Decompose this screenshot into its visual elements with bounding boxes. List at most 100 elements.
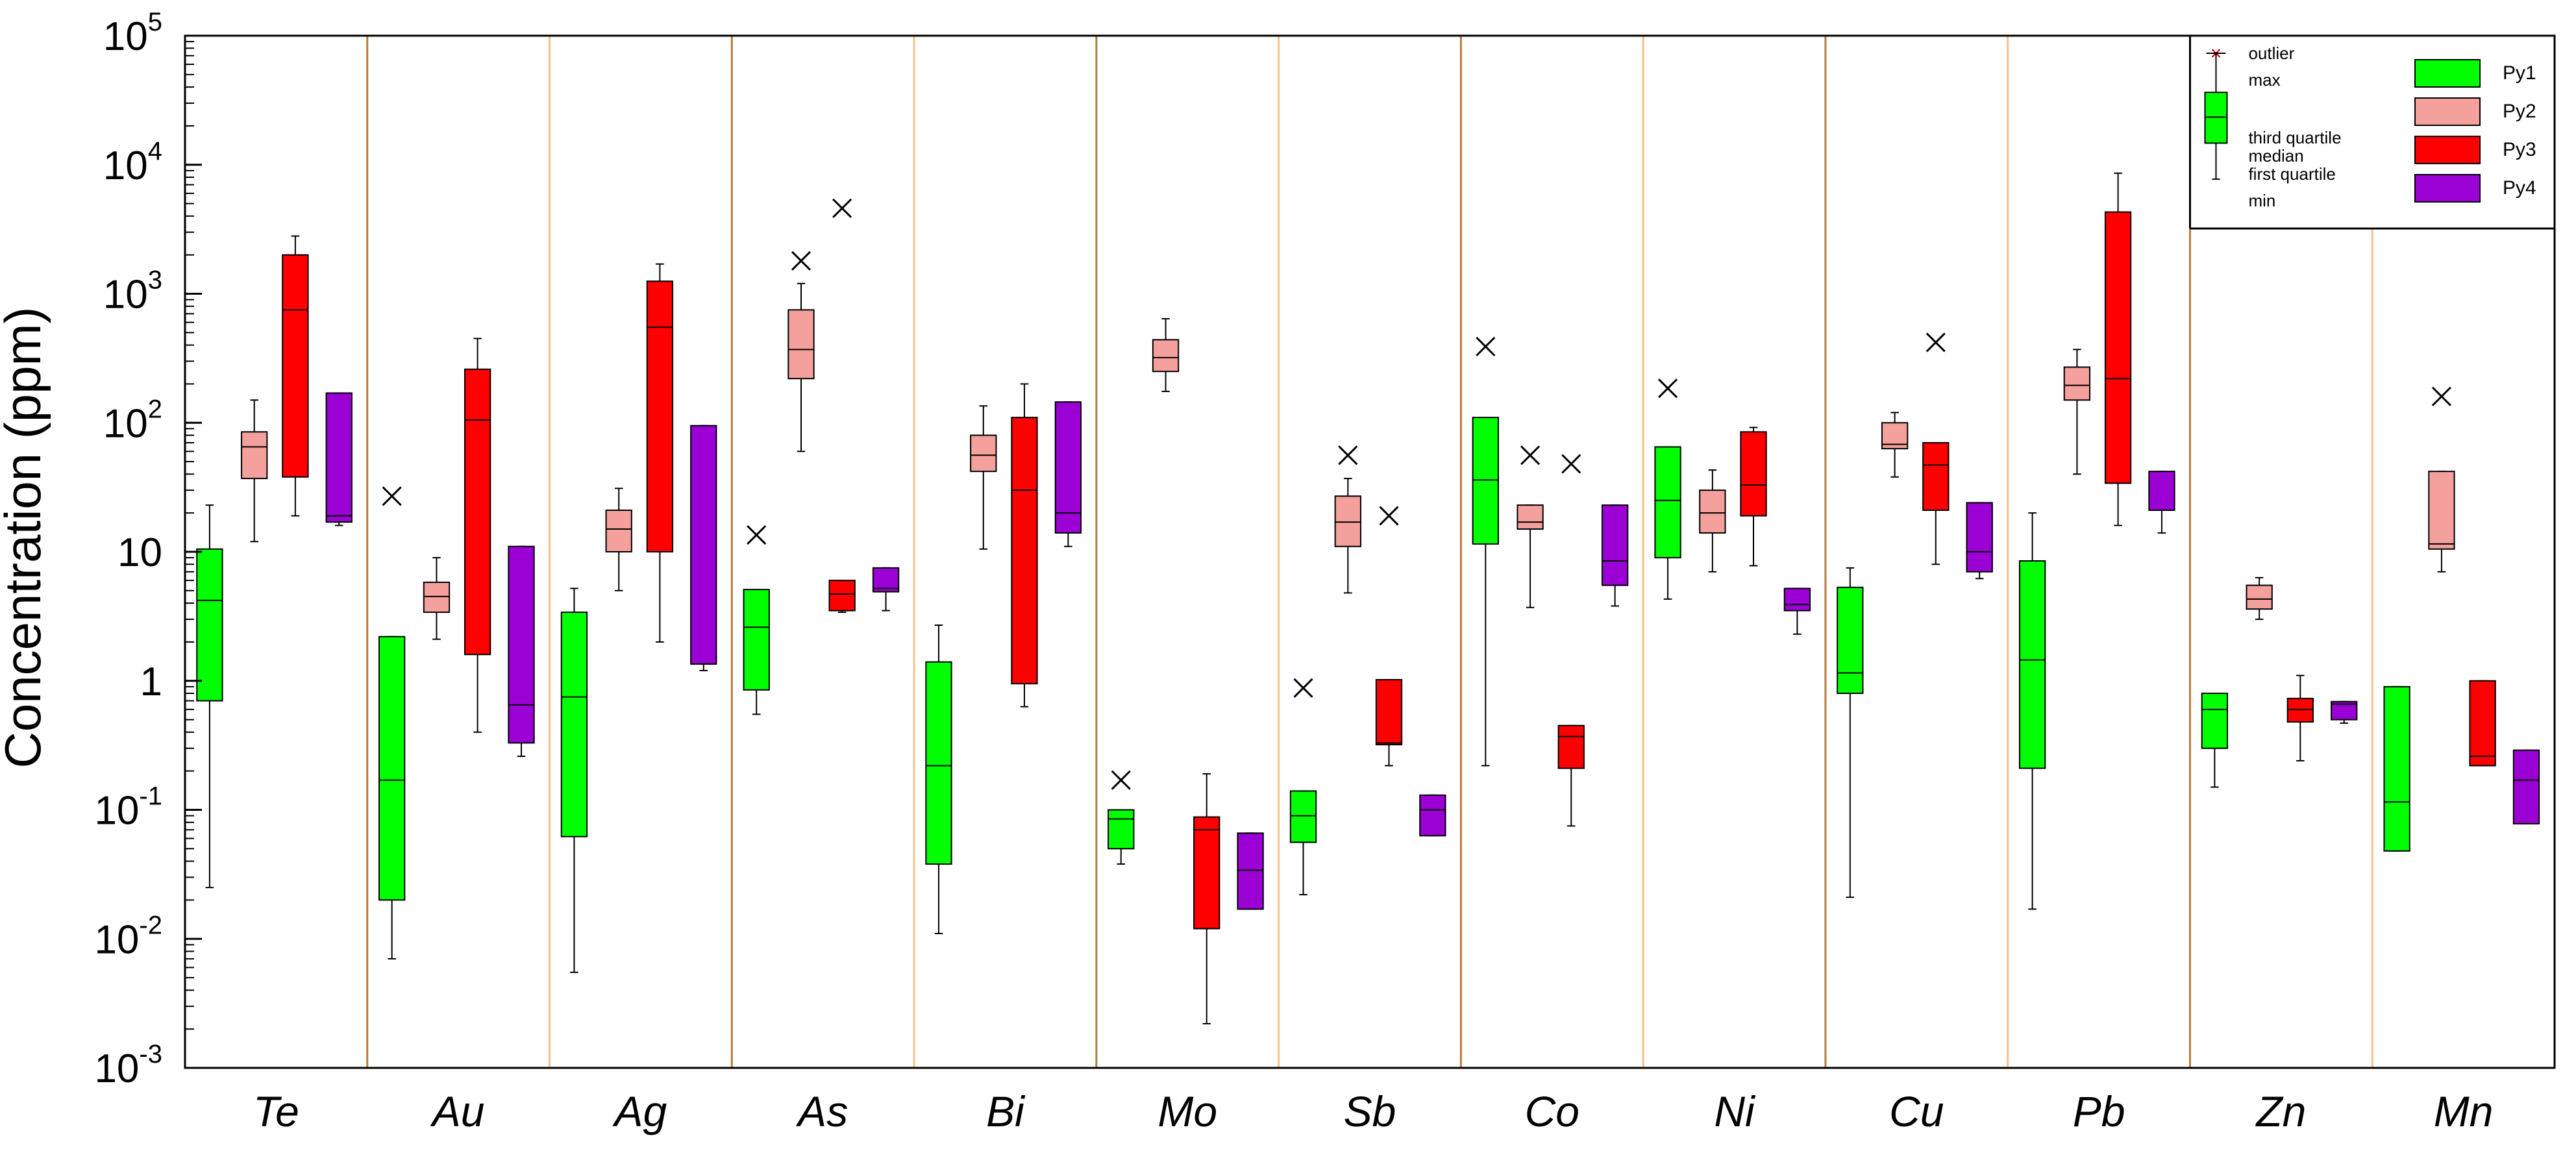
box-Sb-Py2 [1334,445,1361,594]
box-Sb-Py3 [1375,506,1403,767]
box-body [925,661,952,865]
outlier-stroke [791,251,811,271]
box-body [1740,431,1767,517]
outlier-stroke [747,525,767,545]
category-label: Cu [1889,1087,1944,1135]
box-Zn-Py2 [2246,576,2273,620]
box-body [1472,417,1499,545]
box-Au-Py4 [508,545,535,758]
box-body [1152,339,1180,373]
y-axis-label: Concentration (ppm) [0,307,51,769]
y-tick-label: 10 [118,530,162,575]
box-Mn-Py1 [2383,686,2410,852]
box-Mn-Py2 [2428,386,2455,573]
outlier-marker [1293,678,1313,698]
box-body [1966,502,1993,573]
box-body [560,612,588,837]
box-Co-Py1 [1472,336,1499,767]
box-Bi-Py4 [1054,401,1082,547]
box-body [1837,586,1864,695]
box-body [2512,749,2540,824]
y-tick-label: 1 [140,660,162,704]
legend-label-first-quartile: first quartile [2248,164,2335,184]
box-body [1193,816,1220,930]
box-body [1557,724,1585,769]
outlier-marker [1379,506,1399,526]
outlier-marker [832,198,852,218]
box-body [423,582,451,613]
box-Ni-Py4 [1783,587,1811,635]
box-Cu-Py2 [1881,412,1909,478]
box-Sb-Py1 [1289,678,1317,896]
box-Pb-Py3 [2104,172,2132,526]
category-label: Pb [2073,1087,2125,1135]
box-body [646,280,674,552]
box-Ag-Py3 [646,263,674,643]
box-body [2148,471,2175,511]
y-tick-label: 104 [103,137,162,188]
box-body [1783,587,1811,612]
legend-example-box [2204,49,2228,180]
category-label: Te [253,1087,299,1135]
legend-swatch-Py1 [2414,59,2481,88]
box-body [1375,679,1403,746]
box-Ag-Py4 [690,425,717,672]
legend-label-median: median [2248,146,2303,166]
box-body [1108,809,1135,850]
outlier-stroke [1657,378,1678,399]
y-tick-label: 10-2 [94,911,162,962]
box-Co-Py4 [1601,504,1629,607]
outlier-stroke [2431,386,2451,406]
boxes-layer [196,172,2540,1024]
box-Mo-Py1 [1108,770,1135,865]
outlier-marker [382,486,402,506]
outlier-marker [1561,454,1581,474]
box-body [1334,495,1361,547]
outlier-marker [1338,445,1358,465]
box-body [2469,680,2496,767]
box-Te-Py1 [196,504,223,889]
legend-series-label: Py2 [2503,101,2536,122]
category-label: Mn [2434,1087,2494,1135]
box-Mo-Py3 [1193,773,1220,1024]
legend-box [2204,92,2228,144]
box-As-Py4 [872,567,900,612]
outlier-marker [747,525,767,545]
outlier-stroke [1476,336,1496,356]
box-body [464,368,491,656]
outlier-marker [1926,332,1946,352]
outlier-stroke [1293,678,1313,698]
box-Bi-Py2 [970,405,997,550]
box-body [2428,471,2455,550]
box-Zn-Py1 [2201,693,2229,788]
legend-label-min: min [2248,191,2275,210]
box-Ni-Py2 [1699,469,1726,573]
box-Au-Py1 [378,486,406,960]
legend-label-third-quartile: third quartile [2248,128,2341,147]
legend-swatch-Py2 [2414,97,2481,126]
box-body [970,434,997,473]
box-body [1922,442,1950,511]
y-tick-label: 103 [103,266,162,317]
outlier-stroke [1561,454,1581,474]
box-Pb-Py2 [2063,349,2091,475]
box-Te-Py2 [241,399,268,543]
box-body [378,636,406,901]
category-label: Mo [1158,1087,1217,1135]
outlier-stroke [1520,445,1541,465]
outlier-marker [2431,386,2451,406]
box-body [743,589,770,691]
box-body [241,431,268,480]
box-body [1054,401,1082,534]
box-body [2018,560,2046,769]
box-body [690,425,717,665]
box-Bi-Py3 [1011,383,1038,708]
legend-series-label: Py4 [2503,177,2536,199]
category-label: Bi [986,1087,1026,1135]
box-body [2104,211,2132,484]
box-Mo-Py4 [1237,832,1264,910]
box-Au-Py2 [423,557,451,640]
legend-series-label: Py1 [2503,62,2536,84]
